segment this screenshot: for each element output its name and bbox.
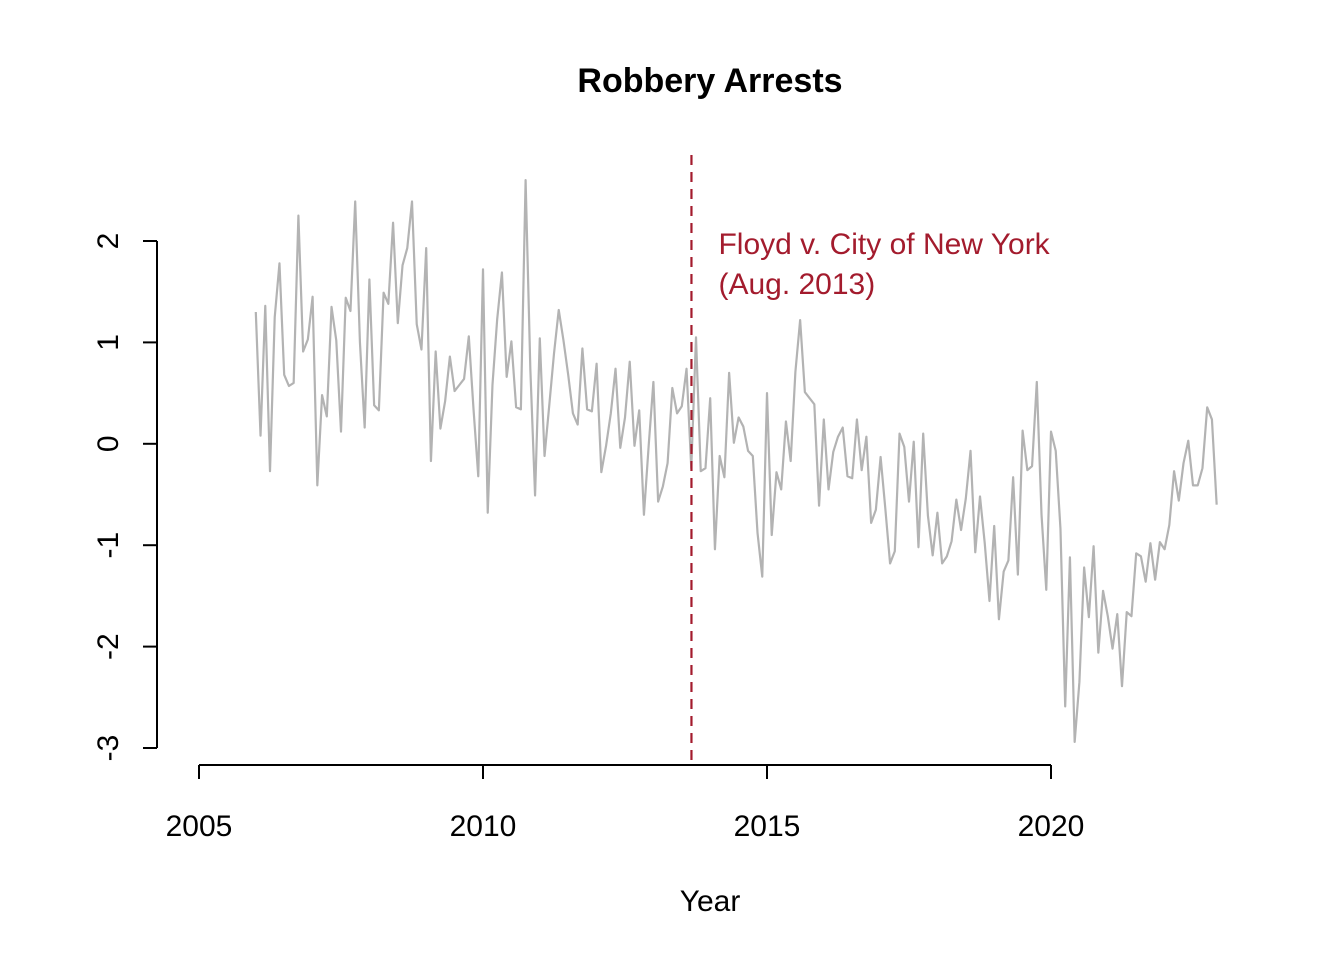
x-axis-label: Year: [680, 885, 741, 918]
y-tick-label: -3: [92, 735, 125, 762]
y-tick-label: 0: [92, 435, 125, 452]
series-line-robbery-arrests: [254, 179, 1218, 744]
event-annotation: Floyd v. City of New York (Aug. 2013): [718, 228, 1050, 301]
x-tick-label: 2005: [166, 810, 233, 843]
y-tick-label: -1: [92, 532, 125, 559]
y-tick-label: 2: [92, 233, 125, 250]
annotation-line-1: Floyd v. City of New York: [718, 228, 1050, 261]
x-tick-label: 2015: [734, 810, 801, 843]
y-tick-label: 1: [92, 334, 125, 351]
y-tick-label: -2: [92, 633, 125, 660]
x-axis: 2005 2010 2015 2020: [166, 764, 1085, 843]
x-tick-label: 2020: [1018, 810, 1085, 843]
x-tick-label: 2010: [450, 810, 517, 843]
chart-title: Robbery Arrests: [577, 62, 842, 100]
y-axis: -3 -2 -1 0 1 2: [92, 233, 158, 762]
annotation-line-2: (Aug. 2013): [718, 268, 875, 301]
